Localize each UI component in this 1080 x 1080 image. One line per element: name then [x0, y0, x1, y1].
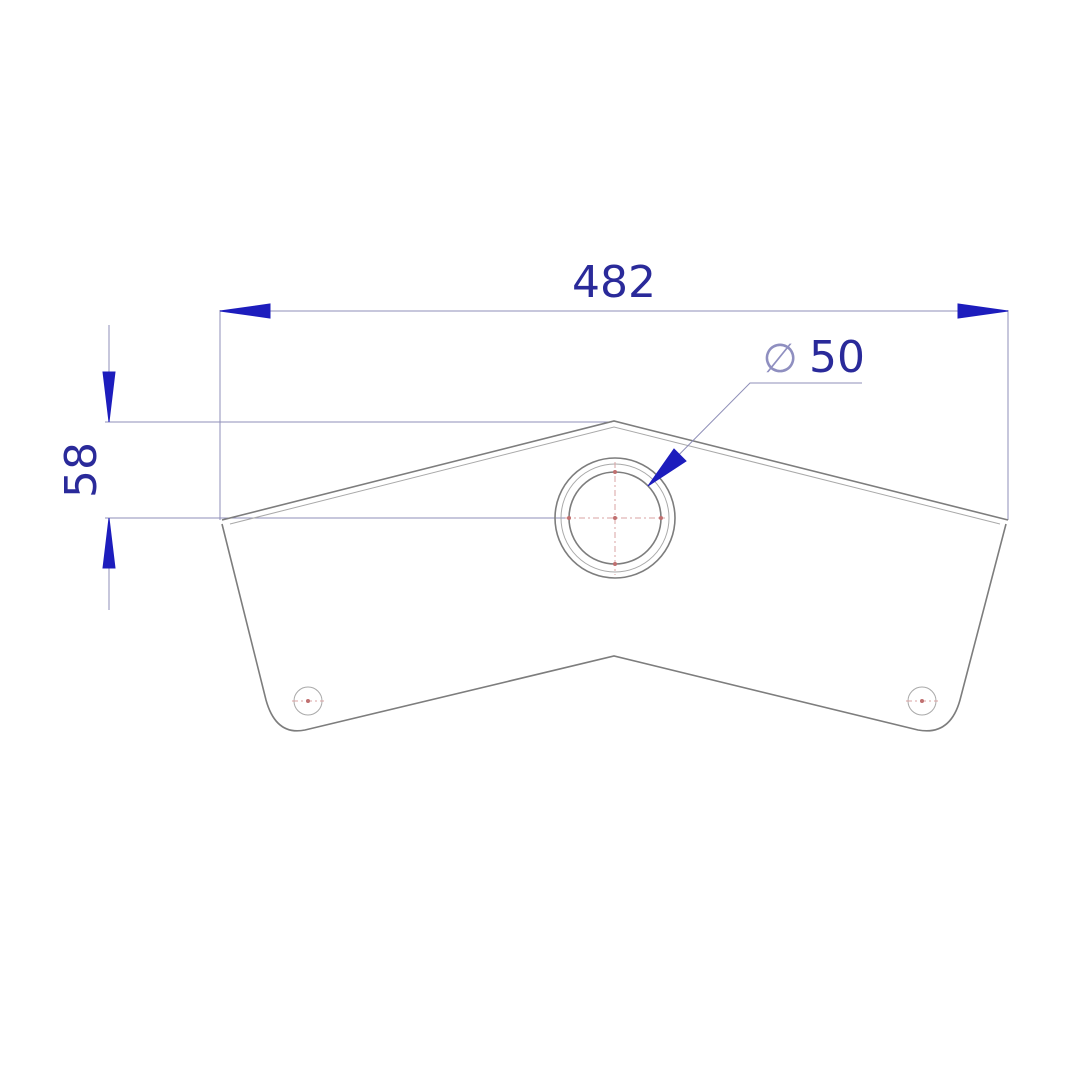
mounting-hole-right-center [920, 699, 924, 703]
mounting-hole-right [906, 686, 938, 716]
width-arrow-left [219, 303, 271, 319]
width-dimension: 482 [219, 257, 1009, 520]
width-label: 482 [572, 257, 656, 308]
hole-outer-ring [554, 457, 676, 579]
top-edge-inner [229, 426, 1001, 525]
diameter-symbol: ∅ [763, 336, 798, 382]
hole-quadrant-mark-bottom [613, 562, 617, 566]
height-arrow-bottom [102, 517, 116, 569]
diameter-label: 50 [809, 332, 865, 383]
diameter-leader-line [651, 382, 862, 483]
height-arrow-top [102, 371, 116, 423]
hole-quadrant-mark-top [613, 470, 617, 474]
hole-quadrant-mark-left [567, 516, 571, 520]
diameter-dimension: ∅ 50 [647, 332, 865, 487]
bracket-body [221, 523, 1007, 732]
center-hole [554, 457, 676, 579]
bracket-outline [221, 420, 1009, 732]
width-arrow-right [957, 303, 1009, 319]
hole-quadrant-mark-right [659, 516, 663, 520]
diameter-arrow [647, 448, 687, 487]
mounting-hole-left-center [306, 699, 310, 703]
top-edge [221, 420, 1009, 521]
height-label: 58 [56, 442, 107, 498]
mounting-hole-left [292, 686, 324, 716]
height-dimension: 58 [56, 325, 612, 610]
hole-center-mark [613, 516, 617, 520]
